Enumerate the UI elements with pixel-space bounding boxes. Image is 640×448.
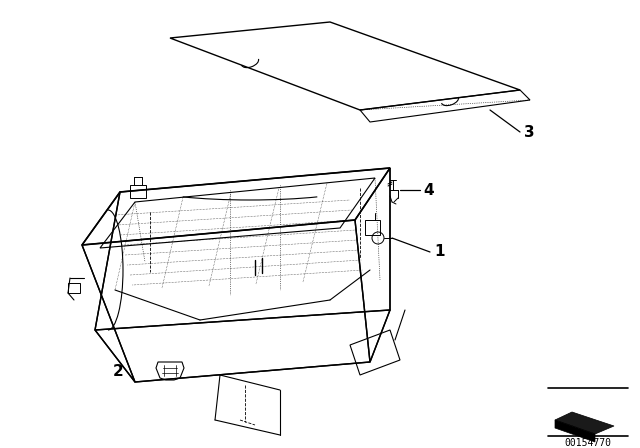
Text: 2: 2 xyxy=(113,363,124,379)
Polygon shape xyxy=(555,420,595,442)
Text: 1: 1 xyxy=(434,245,445,259)
Text: 4: 4 xyxy=(423,182,434,198)
Polygon shape xyxy=(555,412,614,434)
Text: 00154770: 00154770 xyxy=(564,438,611,448)
Text: 3: 3 xyxy=(524,125,534,139)
